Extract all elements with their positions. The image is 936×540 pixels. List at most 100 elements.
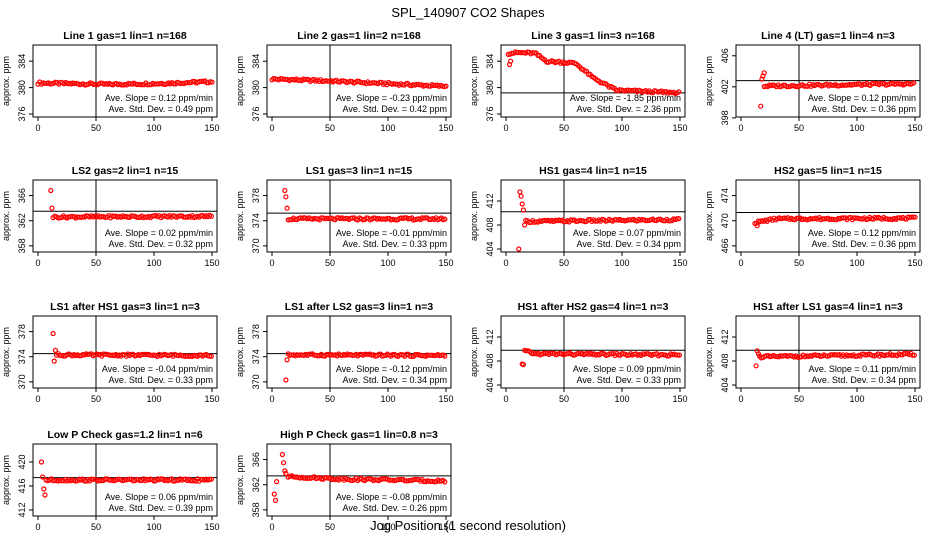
data-point bbox=[519, 201, 525, 207]
data-point bbox=[442, 216, 448, 222]
data-points bbox=[753, 348, 918, 369]
subplot-10: LS1 after LS2 gas=3 lin=1 n=3 approx. ppm… bbox=[235, 301, 454, 404]
data-point bbox=[38, 459, 45, 465]
std-dev-annotation: Ave. Std. Dev. = 0.34 ppm bbox=[577, 239, 681, 249]
x-tick-label: 150 bbox=[438, 522, 453, 532]
y-tick-label: 412 bbox=[485, 193, 495, 208]
x-tick-label: 50 bbox=[559, 394, 569, 404]
subplot-title: Line 3 gas=1 lin=3 n=168 bbox=[531, 30, 655, 42]
data-point bbox=[520, 362, 527, 368]
data-point bbox=[279, 451, 285, 458]
y-tick-label: 466 bbox=[720, 238, 730, 253]
data-point bbox=[272, 497, 279, 503]
subplot-8: HS2 gas=5 lin=1 n=15 approx. ppm 0 50 100 150… bbox=[704, 165, 923, 268]
x-tick-label: 150 bbox=[438, 258, 453, 268]
subplot-title: LS2 gas=2 lin=1 n=15 bbox=[72, 165, 179, 177]
data-point bbox=[676, 352, 683, 358]
subplot-title: HS2 gas=5 lin=1 n=15 bbox=[774, 165, 882, 177]
plot-frame bbox=[266, 179, 452, 253]
data-point bbox=[41, 486, 47, 492]
plot-frame bbox=[32, 443, 218, 517]
std-dev-annotation: Ave. Std. Dev. = 0.33 ppm bbox=[343, 239, 447, 249]
data-point bbox=[208, 213, 214, 219]
data-point bbox=[911, 352, 918, 358]
y-tick-label: 378 bbox=[251, 324, 261, 339]
y-axis-label: approx. ppm bbox=[1, 191, 11, 241]
data-point bbox=[39, 474, 46, 480]
subplot-13: Low P Check gas=1.2 lin=1 n=6 approx. ppm… bbox=[1, 429, 220, 532]
x-tick-label: 150 bbox=[672, 394, 687, 404]
plot-frame bbox=[266, 315, 452, 389]
y-tick-label: 384 bbox=[17, 54, 27, 69]
std-dev-annotation: Ave. Std. Dev. = 0.34 ppm bbox=[343, 375, 447, 385]
std-dev-annotation: Ave. Std. Dev. = 0.42 ppm bbox=[343, 104, 447, 114]
data-point bbox=[281, 460, 287, 466]
x-tick-label: 150 bbox=[204, 522, 219, 532]
data-point bbox=[271, 491, 277, 497]
slope-annotation: Ave. Slope = -1.85 ppm/min bbox=[570, 93, 681, 103]
data-point bbox=[517, 189, 523, 195]
y-tick-label: 378 bbox=[251, 188, 261, 203]
y-tick-label: 374 bbox=[251, 213, 261, 228]
x-tick-label: 150 bbox=[438, 123, 453, 133]
slope-annotation: Ave. Slope = -0.01 ppm/min bbox=[336, 228, 447, 238]
y-axis-label: approx. ppm bbox=[1, 327, 11, 377]
std-dev-annotation: Ave. Std. Dev. = 0.34 ppm bbox=[812, 375, 916, 385]
y-axis-label: approx. ppm bbox=[235, 56, 245, 106]
x-tick-label: 150 bbox=[907, 394, 922, 404]
y-axis-label: approx. ppm bbox=[235, 191, 245, 241]
subplot-title: Line 4 (LT) gas=1 lin=4 n=3 bbox=[761, 30, 895, 42]
plot-frame bbox=[32, 179, 218, 253]
x-tick-label: 150 bbox=[907, 123, 922, 133]
subplot-1: Line 1 gas=1 lin=1 n=168 approx. ppm 0 50 10… bbox=[1, 30, 220, 133]
y-tick-label: 404 bbox=[485, 241, 495, 256]
data-point bbox=[531, 50, 538, 56]
y-tick-label: 408 bbox=[485, 353, 495, 368]
data-point bbox=[518, 193, 524, 199]
y-axis-label: approx. ppm bbox=[704, 191, 714, 241]
y-tick-label: 412 bbox=[720, 329, 730, 344]
y-tick-label: 406 bbox=[720, 48, 730, 63]
slope-annotation: Ave. Slope = -0.08 ppm/min bbox=[336, 492, 447, 502]
page-title: SPL_140907 CO2 Shapes bbox=[391, 5, 545, 20]
y-tick-label: 366 bbox=[17, 188, 27, 203]
y-axis-label: approx. ppm bbox=[1, 455, 11, 505]
y-tick-label: 358 bbox=[17, 238, 27, 253]
y-axis-label: approx. ppm bbox=[1, 56, 11, 106]
y-tick-label: 474 bbox=[720, 188, 730, 203]
subplot-title: Line 1 gas=1 lin=1 n=168 bbox=[63, 30, 187, 42]
data-point bbox=[51, 358, 57, 364]
data-point bbox=[50, 330, 56, 337]
subplot-3: Line 3 gas=1 lin=3 n=168 approx. ppm 0 50 10… bbox=[469, 30, 688, 133]
x-tick-label: 0 bbox=[35, 123, 40, 133]
data-point bbox=[282, 187, 288, 194]
subplot-title: Low P Check gas=1.2 lin=1 n=6 bbox=[47, 429, 202, 441]
x-tick-label: 150 bbox=[907, 258, 922, 268]
y-tick-label: 470 bbox=[720, 213, 730, 228]
data-points bbox=[269, 75, 449, 90]
data-point bbox=[521, 222, 528, 228]
x-tick-label: 50 bbox=[325, 258, 335, 268]
x-tick-label: 50 bbox=[559, 123, 569, 133]
y-tick-label: 380 bbox=[485, 80, 495, 95]
subplot-4: Line 4 (LT) gas=1 lin=4 n=3 approx. ppm 0 5… bbox=[704, 30, 923, 133]
y-tick-label: 376 bbox=[251, 106, 261, 121]
x-tick-label: 150 bbox=[204, 394, 219, 404]
data-point bbox=[208, 476, 214, 482]
x-tick-label: 100 bbox=[614, 394, 629, 404]
subplot-2: Line 2 gas=1 lin=2 n=168 approx. ppm 0 50 10… bbox=[235, 30, 454, 133]
x-tick-label: 0 bbox=[503, 394, 508, 404]
data-points bbox=[35, 78, 215, 88]
data-point bbox=[516, 246, 522, 252]
y-tick-label: 380 bbox=[251, 80, 261, 95]
y-axis-label: approx. ppm bbox=[704, 56, 714, 106]
y-tick-label: 412 bbox=[485, 329, 495, 344]
y-tick-label: 380 bbox=[17, 80, 27, 95]
data-point bbox=[912, 214, 918, 220]
subplot-5: LS2 gas=2 lin=1 n=15 approx. ppm 0 50 100 150… bbox=[1, 165, 220, 268]
data-point bbox=[443, 83, 449, 89]
y-tick-label: 378 bbox=[17, 324, 27, 339]
data-point bbox=[283, 377, 289, 383]
subplot-title: HS1 after HS2 gas=4 lin=1 n=3 bbox=[518, 301, 669, 313]
